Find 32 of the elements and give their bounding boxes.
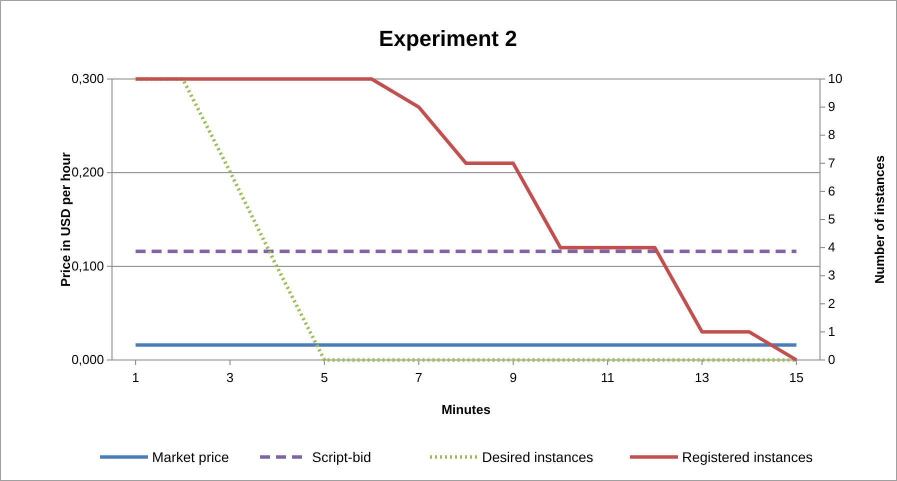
line-series (134, 77, 798, 362)
y2-tick-label: 0 (828, 352, 836, 367)
x-axis-title: Minutes (441, 402, 491, 417)
y2-tick-label: 2 (828, 296, 836, 311)
x-tick-label: 1 (132, 370, 140, 385)
y-tick-label: 0,000 (71, 352, 104, 367)
y2-tick-label: 9 (828, 99, 836, 114)
y-tick-label: 0,200 (71, 164, 104, 180)
y2-tick-label: 3 (828, 268, 836, 283)
y-tick-label: 0,300 (71, 71, 104, 86)
legend-label: Script-bid (312, 449, 372, 465)
y-axis-title: Price in USD per hour (58, 152, 73, 287)
x-tick-label: 5 (320, 370, 328, 385)
y2-axis-title: Number of instances (872, 155, 887, 284)
x-tick-label: 15 (789, 370, 804, 385)
y2-tick-label: 10 (828, 71, 842, 86)
legend-label: Market price (152, 449, 230, 465)
y2-tick-label: 8 (828, 127, 836, 142)
legend-label: Desired instances (482, 449, 594, 465)
x-tick-label: 7 (415, 370, 422, 385)
y2-tick-label: 1 (828, 324, 836, 339)
y2-tick-label: 4 (828, 240, 836, 255)
x-tick-label: 9 (510, 370, 517, 385)
legend-label: Registered instances (682, 449, 813, 465)
y-tick-label: 0,100 (71, 258, 104, 274)
x-tick-label: 13 (694, 370, 710, 385)
y2-tick-label: 7 (828, 155, 836, 170)
chart-title: Experiment 2 (378, 26, 518, 51)
y2-tick-label: 5 (828, 212, 836, 226)
y2-tick-label: 6 (828, 183, 836, 198)
x-tick-label: 11 (600, 370, 614, 385)
x-tick-label: 3 (226, 370, 234, 385)
